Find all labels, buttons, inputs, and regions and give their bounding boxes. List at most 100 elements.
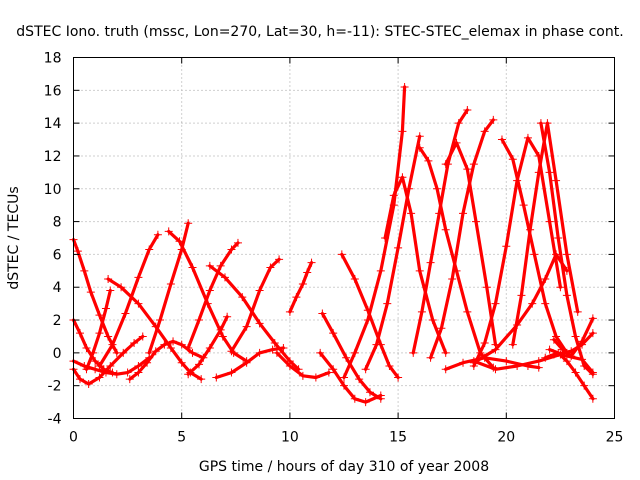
data-point [91,357,100,366]
x-tick-label: 20 [497,430,515,446]
data-point [530,250,539,259]
series-line [340,252,400,380]
data-point [75,329,84,338]
data-point [433,184,442,193]
y-tick-label: 16 [44,83,62,99]
data-point [541,299,550,308]
data-point [580,381,589,390]
data-point [272,348,281,357]
data-point [95,373,104,382]
data-point [502,357,511,366]
data-point [562,250,571,259]
data-point [513,361,522,370]
data-point [292,293,301,302]
data-point [588,314,597,323]
data-point [184,370,193,379]
data-point [340,373,348,382]
series-22 [361,132,424,374]
data-point [91,365,100,374]
data-point [134,273,143,282]
data-point [350,348,359,357]
x-tick-label: 15 [389,430,407,446]
data-point [400,83,409,92]
series-line [288,261,314,314]
data-point [545,217,554,226]
y-tick-labels: -4 -2 0 2 4 6 8 10 12 14 16 18 [44,51,62,428]
data-point [166,343,175,352]
data-point [164,227,173,236]
data-point [205,261,214,270]
data-point [463,307,472,316]
series-line [186,315,229,376]
data-point [275,255,284,264]
y-tick-label: -2 [48,379,62,395]
data-point [417,307,426,316]
data-point [394,373,403,382]
data-point [552,332,561,341]
series-line [342,85,407,380]
data-point [588,329,597,338]
data-point [383,299,392,308]
data-point [554,234,563,242]
data-point [363,306,372,315]
data-point [205,343,214,352]
data-point [95,311,104,320]
series-7 [95,230,162,370]
data-point [279,343,288,352]
data-point [285,307,294,316]
data-point [491,365,500,374]
data-point [108,340,117,349]
data-point [177,245,186,254]
data-point [195,316,204,325]
data-point [134,299,143,308]
data-point [428,316,437,325]
data-point [407,209,416,218]
data-point [528,299,537,308]
data-point [311,373,320,382]
data-point [238,293,247,302]
data-point [153,230,162,239]
data-point [184,219,193,228]
data-point [394,243,403,252]
data-point [588,368,597,377]
data-point [415,266,424,275]
series-35 [469,250,571,367]
data-point [130,339,139,348]
series-15 [212,343,288,382]
data-point [123,368,132,377]
data-point [166,279,175,288]
data-point [517,291,526,300]
series-line [318,351,383,404]
x-tick-label: 5 [177,430,186,446]
series-line [364,134,422,371]
data-point [112,348,121,357]
data-point [303,268,312,277]
data-point [454,119,463,128]
data-point [448,275,457,284]
series-line [444,141,498,347]
data-point [106,361,115,370]
data-point [469,357,478,366]
plot-frame [73,57,615,419]
data-point [350,275,359,284]
x-tick-labels: 0 5 10 15 20 25 [69,430,623,446]
x-axis-label: GPS time / hours of day 310 of year 2008 [199,459,489,475]
data-point [424,156,433,165]
series-line [97,233,160,368]
data-point [82,343,91,352]
series-line [320,311,383,401]
data-point [121,309,130,318]
data-point [205,286,214,295]
data-point [480,127,489,136]
data-point [545,168,554,177]
y-axis-label: dSTEC / TECUs [6,186,22,289]
data-point [156,316,165,325]
series-23 [381,173,450,357]
data-point [361,398,370,407]
data-point [415,143,424,152]
series-5 [82,286,115,374]
series-6 [104,275,206,384]
data-point [329,365,338,374]
data-point [556,283,565,292]
series-18 [318,309,385,403]
